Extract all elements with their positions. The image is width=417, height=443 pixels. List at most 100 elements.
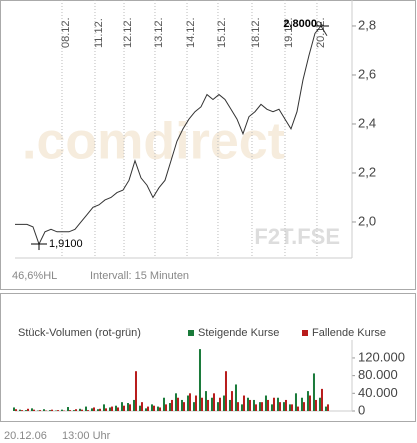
annotation: 2,8000 <box>283 18 317 30</box>
volume-bar <box>132 399 135 411</box>
y-tick-label: 120.000 <box>358 349 405 364</box>
volume-bar <box>98 408 101 411</box>
volume-bar <box>320 388 323 411</box>
volume-bar <box>50 409 53 411</box>
volume-bar <box>164 404 167 411</box>
volume-bar <box>90 408 93 411</box>
x-tick-label: 19.12. <box>283 17 295 48</box>
volume-bar <box>180 399 183 411</box>
volume-bar <box>276 397 279 411</box>
volume-bar <box>120 402 123 411</box>
volume-bar <box>110 406 113 411</box>
volume-bar <box>216 402 219 411</box>
volume-title: Stück-Volumen (rot-grün) <box>18 327 141 339</box>
volume-bar <box>266 399 269 411</box>
symbol: F2T.FSE <box>254 224 340 249</box>
volume-bar <box>74 409 77 411</box>
volume-bar <box>168 403 171 411</box>
volume-bar <box>162 397 165 411</box>
watermark: .comdirect <box>22 113 285 171</box>
volume-bar <box>230 391 233 411</box>
volume-bar <box>188 393 191 411</box>
x-tick-label: 20.12. <box>315 17 327 48</box>
x-tick-label: 14.12. <box>185 17 197 48</box>
volume-bar <box>116 407 119 411</box>
y-tick-label: 2,8 <box>358 17 376 32</box>
volume-bar <box>324 406 327 411</box>
volume-bar <box>102 404 105 411</box>
volume-bar <box>246 397 249 411</box>
volume-bar <box>13 407 15 411</box>
volume-bar <box>15 409 17 411</box>
volume-bar <box>122 405 125 411</box>
y-tick-label: 2,4 <box>358 115 376 130</box>
x-tick-label: 15.12. <box>216 17 228 48</box>
volume-bar <box>272 397 275 411</box>
volume-bar <box>228 399 231 411</box>
y-tick-label: 2,6 <box>358 66 376 81</box>
volume-bar <box>72 410 75 411</box>
volume-bar <box>146 406 149 411</box>
volume-bar <box>306 391 309 411</box>
footer-time: 13:00 Uhr <box>62 430 111 442</box>
volume-bar <box>68 410 71 411</box>
volume-bar <box>66 407 69 411</box>
volume-bar <box>152 405 155 411</box>
price-panel <box>0 0 416 290</box>
volume-bar <box>240 404 243 411</box>
legend-label: Fallende Kurse <box>312 327 386 339</box>
volume-bar <box>282 402 285 411</box>
legend-label: Steigende Kurse <box>198 327 279 339</box>
volume-bar <box>222 395 225 411</box>
x-tick-label: 08.12. <box>60 17 72 48</box>
volume-bar <box>138 405 141 411</box>
volume-bar <box>18 409 21 411</box>
legend-swatch <box>302 330 308 336</box>
annotation: 1,9100 <box>49 238 83 250</box>
volume-bar <box>26 408 29 411</box>
volume-bar <box>314 399 317 411</box>
volume-bar <box>194 395 197 411</box>
x-tick-label: 13.12. <box>153 17 165 48</box>
volume-bar <box>270 404 273 411</box>
volume-bar <box>24 410 27 411</box>
volume-bar <box>318 397 321 411</box>
volume-bar <box>200 397 203 411</box>
volume-bar <box>252 399 255 411</box>
volume-bar <box>296 406 299 411</box>
volume-bar <box>86 410 89 411</box>
volume-bar <box>134 371 137 411</box>
volume-bar <box>140 402 143 411</box>
volume-bar <box>20 410 23 411</box>
volume-bar <box>302 402 305 411</box>
volume-bar <box>212 393 215 411</box>
volume-bar <box>108 407 111 411</box>
x-tick-label: 18.12. <box>250 17 262 48</box>
volume-bar <box>96 409 99 411</box>
x-tick-label: 12.12. <box>122 17 134 48</box>
volume-bar <box>156 406 159 411</box>
x-tick-label: 11.12. <box>93 18 105 48</box>
y-tick-label: 80.000 <box>358 367 398 382</box>
volume-bar <box>182 402 185 411</box>
volume-bar <box>126 403 129 411</box>
volume-bar <box>170 399 173 411</box>
volume-bar <box>290 404 293 411</box>
volume-bar <box>198 349 201 411</box>
volume-bar <box>30 408 33 411</box>
volume-bar <box>114 405 117 411</box>
volume-bar <box>206 399 209 411</box>
volume-bar <box>218 397 221 411</box>
volume-bar <box>92 407 95 411</box>
volume-bar <box>104 408 107 411</box>
volume-bar <box>294 393 297 411</box>
volume-bar <box>42 409 45 411</box>
volume-bar <box>308 395 311 411</box>
volume-bar <box>128 404 131 411</box>
volume-bar <box>224 371 227 411</box>
volume-bar <box>204 391 207 411</box>
volume-bar <box>210 397 213 411</box>
volume-bar <box>32 409 35 411</box>
